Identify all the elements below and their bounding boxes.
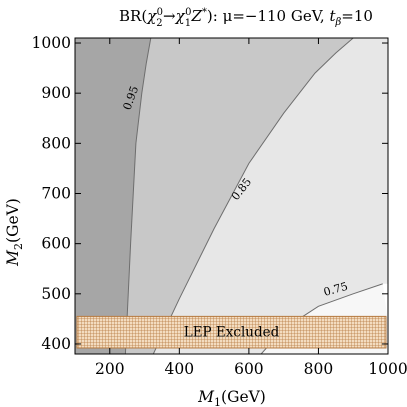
chart-title: BR(χ20→χ10Z*): μ=−110 GeV, tβ=10 xyxy=(119,7,373,29)
y-tick-label: 500 xyxy=(41,285,71,303)
y-tick-label: 800 xyxy=(41,134,71,152)
y-tick-label: 900 xyxy=(41,84,71,102)
x-tick-label: 400 xyxy=(165,360,195,378)
contour-labels: 0.950.850.75 xyxy=(121,84,350,299)
lep-excluded-region xyxy=(76,315,387,349)
x-axis-label: M1(GeV) xyxy=(197,388,266,407)
contour-label-0.75: 0.75 xyxy=(322,280,349,299)
lep-excluded-label: LEP Excluded xyxy=(184,325,280,341)
y-tick-label: 1000 xyxy=(32,34,71,52)
region-0.75-0.85 xyxy=(153,38,388,354)
plot-frame xyxy=(74,37,389,355)
y-tick-label: 600 xyxy=(41,235,71,253)
region-above-0.95 xyxy=(75,38,151,354)
x-axis-ticks: 200 400 600 800 1000 xyxy=(95,38,407,378)
contour-line-0.85 xyxy=(152,38,354,354)
x-tick-label: 1000 xyxy=(368,360,407,378)
y-tick-label: 400 xyxy=(41,335,71,353)
y-axis-label: M2(GeV) xyxy=(4,198,25,267)
lep-excluded-band: LEP Excluded xyxy=(76,315,387,349)
x-tick-label: 200 xyxy=(95,360,125,378)
y-axis-ticks: 400 500 600 700 800 900 1000 xyxy=(32,34,388,353)
x-tick-label: 800 xyxy=(304,360,334,378)
contour-line-0.95 xyxy=(124,38,152,354)
region-0.85-0.95 xyxy=(125,38,354,354)
x-tick-label: 600 xyxy=(234,360,264,378)
y-tick-label: 700 xyxy=(41,184,71,202)
